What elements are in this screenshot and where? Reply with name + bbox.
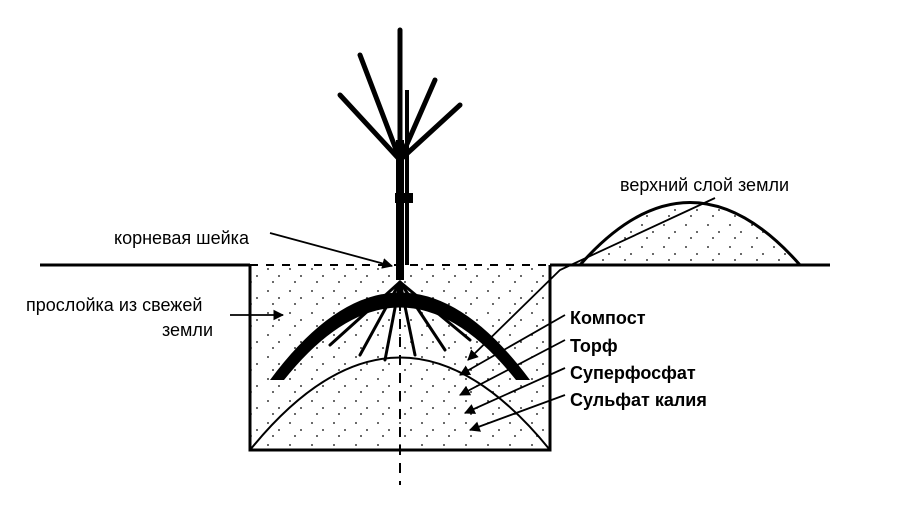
tie	[395, 193, 413, 203]
label-fresh-soil-l2: земли	[162, 320, 213, 341]
label-peat: Торф	[570, 336, 618, 357]
planting-diagram: верхний слой земли корневая шейка просло…	[0, 0, 898, 518]
label-potassium: Сульфат калия	[570, 390, 707, 411]
label-compost: Компост	[570, 308, 646, 329]
label-fresh-soil-l1: прослойка из свежей	[26, 295, 202, 316]
branches	[340, 30, 460, 160]
label-top-soil: верхний слой земли	[620, 175, 789, 196]
label-root-collar: корневая шейка	[114, 228, 249, 249]
ptr-root-collar	[270, 233, 392, 266]
topsoil-pile	[580, 203, 800, 266]
label-superphosphate: Суперфосфат	[570, 363, 696, 384]
diagram-svg	[0, 0, 898, 518]
